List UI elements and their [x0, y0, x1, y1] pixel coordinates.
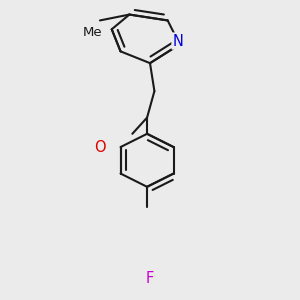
- Text: Me: Me: [82, 26, 102, 39]
- Text: F: F: [146, 271, 154, 286]
- Text: O: O: [94, 140, 106, 154]
- Text: N: N: [172, 34, 183, 49]
